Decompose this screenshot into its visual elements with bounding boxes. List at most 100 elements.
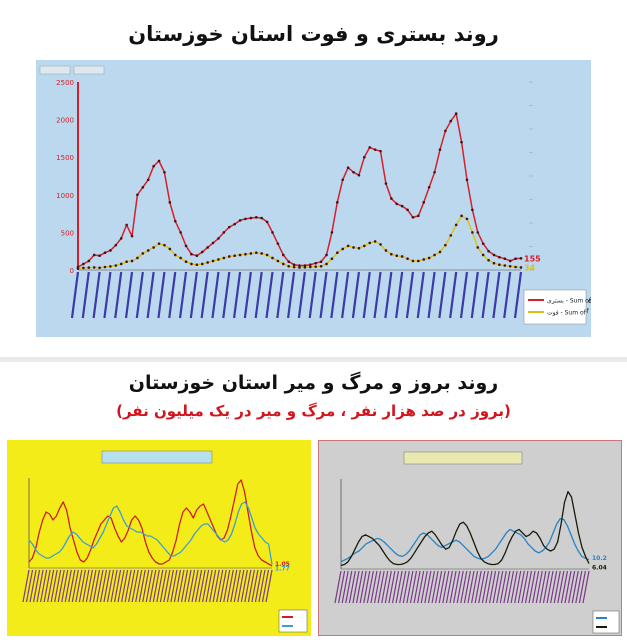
series-point-1 — [103, 265, 107, 269]
x-tick-mark — [370, 570, 378, 604]
x-tick-mark — [517, 570, 525, 604]
series-point-1 — [346, 244, 350, 248]
series-point-0 — [471, 208, 474, 212]
legend-box — [523, 289, 587, 325]
series-point-1 — [336, 251, 339, 255]
x-tick-mark — [142, 569, 150, 603]
series-point-0 — [163, 170, 166, 174]
x-tick-mark — [345, 570, 353, 604]
series-line-1 — [340, 490, 590, 567]
x-tick-mark — [22, 569, 30, 603]
x-tick-mark — [334, 570, 342, 604]
x-tick-mark — [568, 570, 576, 604]
x-tick-mark — [110, 569, 118, 603]
series-end-label-0: 10.2 — [592, 555, 607, 562]
series-point-0 — [444, 129, 447, 133]
incidence-chart-panel: 1.05 1.77 — [7, 440, 311, 636]
series-point-1 — [460, 214, 463, 218]
x-tick-mark — [492, 570, 500, 604]
x-tick-mark — [40, 569, 48, 603]
series-point-0 — [519, 257, 523, 260]
x-tick-mark — [166, 569, 174, 603]
x-tick-mark — [261, 569, 270, 603]
x-tick-mark — [82, 569, 90, 603]
series-point-0 — [336, 201, 339, 204]
series-point-0 — [449, 119, 453, 123]
series-point-1 — [152, 246, 155, 249]
x-tick-mark — [456, 570, 464, 604]
series-point-0 — [454, 112, 458, 115]
x-tick-mark — [402, 570, 410, 604]
x-tick-mark — [409, 570, 418, 604]
series-point-1 — [206, 261, 209, 264]
x-tick-mark — [359, 570, 367, 604]
x-tick-mark — [219, 569, 227, 603]
series-point-1 — [487, 258, 490, 262]
series-point-0 — [157, 159, 161, 163]
x-tick-mark — [121, 569, 129, 603]
x-tick-mark — [459, 271, 469, 319]
legend-box — [278, 609, 308, 633]
x-tick-mark — [467, 570, 475, 604]
series-point-1 — [125, 260, 128, 264]
x-tick-mark — [211, 271, 220, 319]
series-point-0 — [417, 214, 420, 218]
series-point-1 — [298, 266, 301, 269]
x-tick-mark — [564, 570, 572, 604]
series-point-1 — [109, 265, 112, 268]
mortality-chart-panel: 10.2 6.04 — [318, 440, 622, 636]
series-point-0 — [103, 251, 107, 255]
x-tick-mark — [138, 569, 146, 603]
x-tick-mark — [191, 569, 199, 603]
x-tick-mark — [194, 569, 203, 603]
series-point-0 — [292, 263, 296, 267]
series-point-1 — [476, 246, 480, 249]
series-point-0 — [406, 208, 409, 212]
series-point-1 — [465, 217, 469, 221]
series-point-1 — [406, 257, 409, 261]
x-tick-mark — [216, 569, 224, 603]
chart-background — [7, 440, 311, 636]
x-tick-mark — [521, 570, 529, 604]
series-point-0 — [433, 170, 436, 174]
series-point-1 — [481, 253, 485, 257]
x-tick-mark — [406, 570, 414, 604]
series-point-0 — [238, 219, 242, 222]
series-point-0 — [373, 148, 377, 151]
x-tick-mark — [71, 569, 79, 603]
x-tick-mark — [103, 569, 111, 603]
x-tick-mark — [233, 569, 241, 603]
series-point-1 — [130, 259, 134, 263]
series-point-0 — [109, 249, 112, 252]
x-tick-mark — [135, 271, 144, 319]
series-point-0 — [503, 257, 507, 261]
series-point-1 — [173, 253, 177, 257]
x-tick-mark — [405, 271, 415, 319]
x-tick-mark — [553, 570, 561, 604]
series-point-1 — [141, 252, 145, 255]
series-point-0 — [168, 201, 172, 204]
x-tick-mark — [152, 569, 160, 603]
series-point-0 — [254, 216, 258, 219]
x-tick-mark — [205, 569, 213, 603]
mortality-chart: 10.2 6.04 — [319, 441, 621, 635]
y-tick-label: 1000 — [56, 192, 74, 200]
section-divider — [0, 357, 627, 362]
x-tick-mark — [496, 570, 504, 604]
series-point-1 — [98, 266, 101, 270]
series-point-1 — [292, 265, 296, 269]
series-line-1 — [28, 501, 273, 565]
x-tick-mark — [70, 271, 80, 319]
x-tick-mark — [106, 569, 115, 603]
x-tick-mark — [92, 569, 101, 603]
series-point-0 — [260, 216, 263, 220]
series-end-label-1: 34 — [524, 263, 536, 272]
series-point-0 — [190, 252, 193, 256]
series-point-0 — [119, 237, 123, 240]
series-point-0 — [309, 263, 312, 267]
x-tick-mark — [131, 569, 139, 603]
series-point-0 — [400, 204, 404, 208]
series-end-label-0: 1.05 — [275, 561, 290, 568]
series-point-1 — [411, 259, 415, 263]
